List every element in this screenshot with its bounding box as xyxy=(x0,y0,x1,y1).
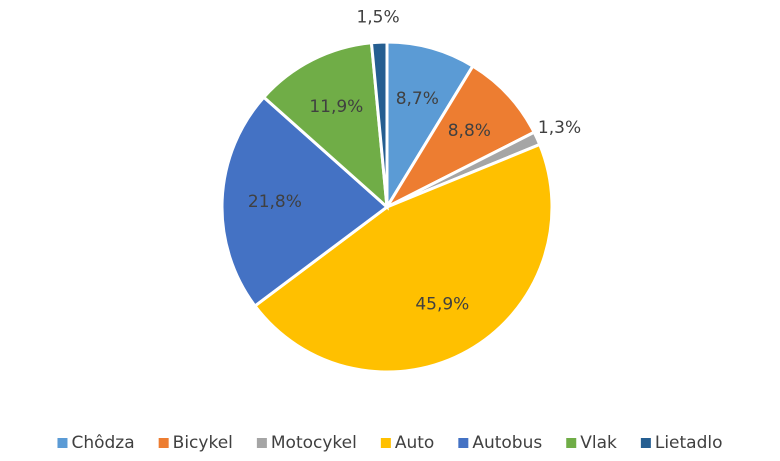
legend-item: Motocykel xyxy=(256,433,357,453)
legend-swatch xyxy=(380,438,391,448)
legend-label: Chôdza xyxy=(71,433,134,453)
data-label: 8,7% xyxy=(396,89,439,109)
legend-swatch xyxy=(57,438,68,448)
legend-label: Vlak xyxy=(580,433,617,453)
legend-label: Autobus xyxy=(472,433,542,453)
legend-item: Autobus xyxy=(458,433,542,453)
data-label: 45,9% xyxy=(415,295,469,315)
pie-slice xyxy=(385,40,475,213)
legend-label: Bicykel xyxy=(173,433,233,453)
legend-item: Lietadlo xyxy=(640,433,723,453)
data-label: 11,9% xyxy=(309,97,363,117)
data-label: 1,5% xyxy=(356,7,399,27)
legend-swatch xyxy=(458,438,469,448)
legend-item: Vlak xyxy=(566,433,617,453)
pie-slice xyxy=(261,41,389,211)
legend-item: Bicykel xyxy=(158,433,233,453)
pie-slice xyxy=(369,40,389,208)
data-label: 8,8% xyxy=(448,121,491,141)
legend-label: Lietadlo xyxy=(655,433,723,453)
pie-slice xyxy=(220,95,390,309)
legend-swatch xyxy=(566,438,577,448)
data-label: 21,8% xyxy=(248,192,302,212)
legend-item: Chôdza xyxy=(57,433,135,453)
legend-swatch xyxy=(640,438,651,448)
legend-label: Auto xyxy=(395,433,434,453)
legend-label: Motocykel xyxy=(271,433,357,453)
legend-item: Auto xyxy=(380,433,434,453)
legend-swatch xyxy=(256,438,267,448)
legend-swatch xyxy=(158,438,169,448)
pie-slice xyxy=(382,64,537,211)
data-label: 1,3% xyxy=(538,118,581,138)
pie-slice xyxy=(252,142,554,374)
